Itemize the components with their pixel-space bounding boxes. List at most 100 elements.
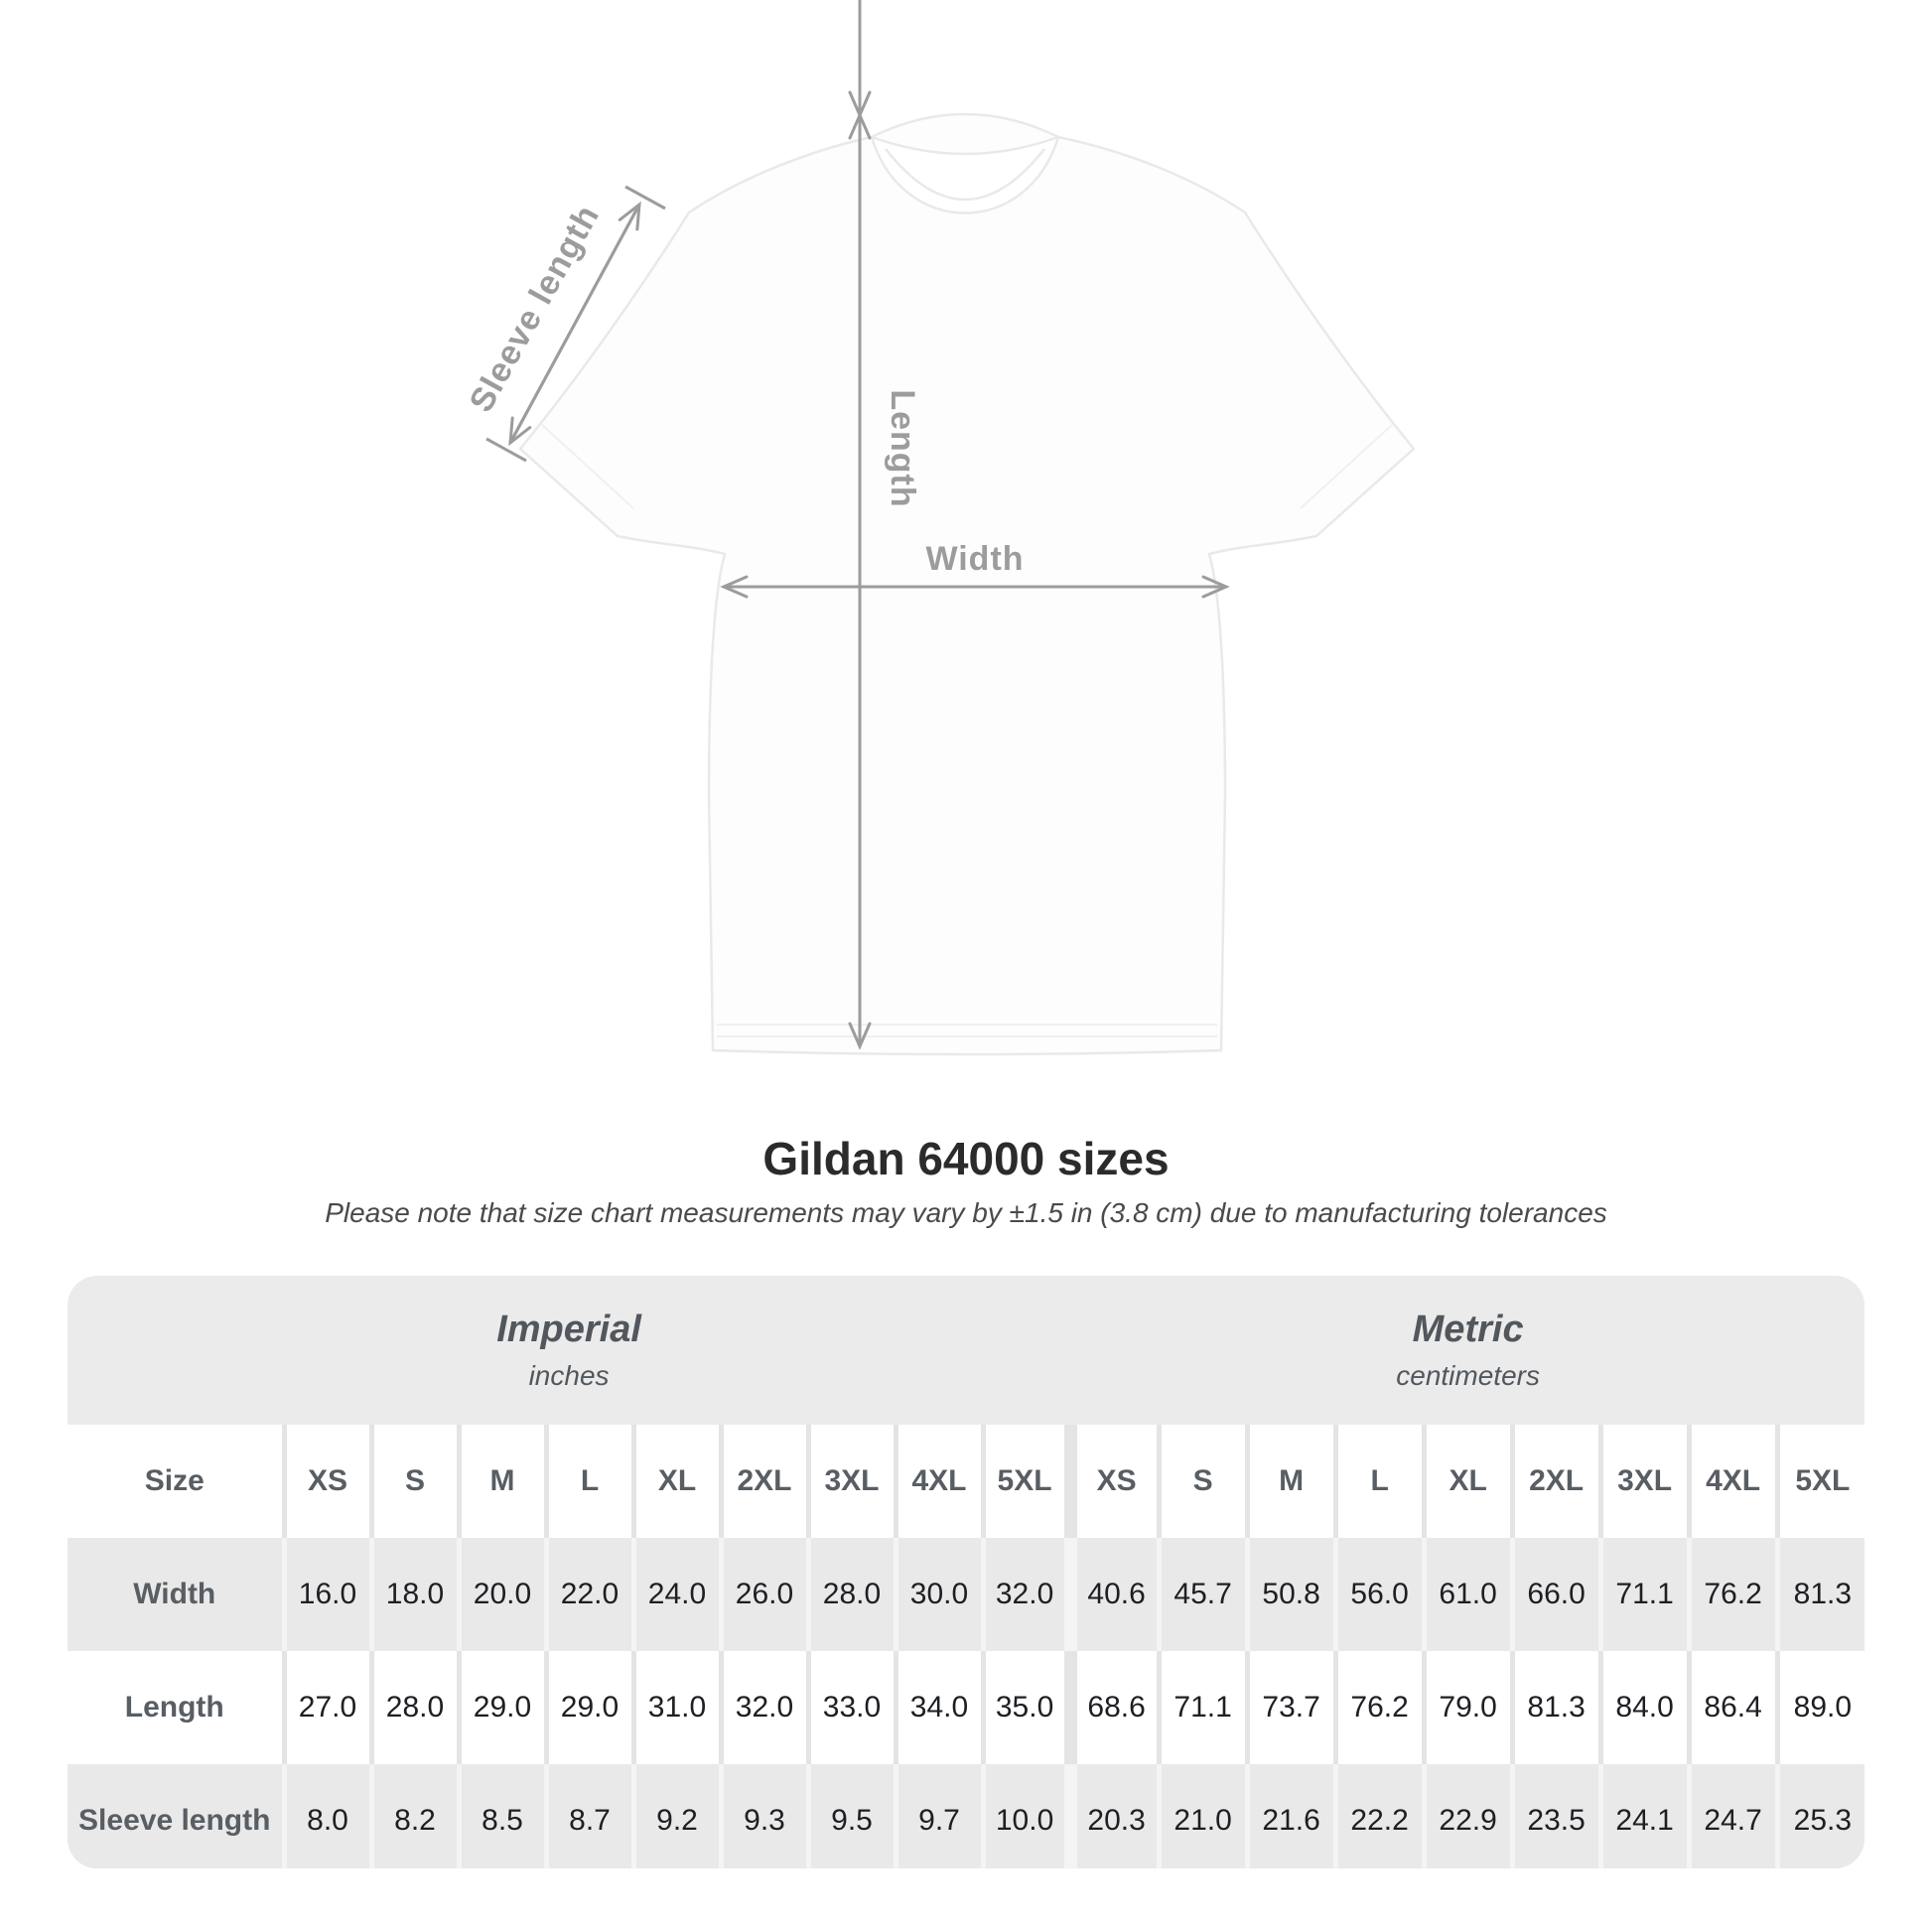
size-header-imperial-xl: XL (630, 1425, 721, 1538)
size-header-metric-s: S (1156, 1425, 1248, 1538)
value-cell: 9.3 (718, 1764, 808, 1868)
value-cell: 29.0 (456, 1651, 546, 1764)
value-cell: 18.0 (368, 1538, 459, 1651)
row-label-length: Length (68, 1651, 284, 1764)
value-cell: 28.0 (805, 1538, 896, 1651)
value-cell: 32.0 (980, 1538, 1071, 1651)
tshirt-measurement-diagram: Width Length Sleeve length (462, 0, 1416, 1056)
size-header-metric-xl: XL (1421, 1425, 1513, 1538)
value-cell: 29.0 (543, 1651, 633, 1764)
sleeve-dimension-tick-bottom (485, 437, 527, 463)
value-cell: 8.2 (368, 1764, 459, 1868)
tolerance-note: Please note that size chart measurements… (325, 1197, 1607, 1228)
sleeve-dimension-tick-top (624, 185, 666, 210)
size-table-panel: Imperial inches Metric centimeters Size XS S M L… (68, 1276, 1864, 1868)
section-header-imperial: Imperial inches (68, 1276, 1070, 1425)
value-cell: 71.1 (1156, 1651, 1248, 1764)
value-cell: 20.3 (1063, 1764, 1160, 1868)
value-cell: 50.8 (1244, 1538, 1336, 1651)
size-header-metric-xs: XS (1063, 1425, 1160, 1538)
size-header-metric-2xl: 2XL (1509, 1425, 1601, 1538)
unit-section-row: Imperial inches Metric centimeters (68, 1276, 1864, 1425)
section-header-metric: Metric centimeters (1070, 1276, 1864, 1425)
length-dimension-label: Length (884, 389, 921, 507)
value-cell: 25.3 (1774, 1764, 1864, 1868)
value-cell: 8.5 (456, 1764, 546, 1868)
row-label-width: Width (68, 1538, 284, 1651)
size-header-metric-4xl: 4XL (1686, 1425, 1778, 1538)
size-header-metric-3xl: 3XL (1597, 1425, 1690, 1538)
size-header-metric-l: L (1332, 1425, 1425, 1538)
value-cell: 23.5 (1509, 1764, 1601, 1868)
size-header-imperial-xs: XS (281, 1425, 371, 1538)
measurement-row-width: Width 16.0 18.0 20.0 22.0 24.0 26.0 28.0 30.0 32.… (68, 1538, 1864, 1651)
size-header-row: Size XS S M L XL 2XL 3XL 4XL 5XL XS S M L XL 2XL 3XL 4XL 5… (68, 1425, 1864, 1538)
tshirt-body (518, 135, 1416, 1056)
value-cell: 22.2 (1332, 1764, 1425, 1868)
value-cell: 9.2 (630, 1764, 721, 1868)
tshirt-illustration (518, 112, 1416, 1056)
measurement-row-sleeve-length: Sleeve length 8.0 8.2 8.5 8.7 9.2 9.3 9.5 9.7 10.… (68, 1764, 1864, 1868)
size-header-metric-m: M (1244, 1425, 1336, 1538)
value-cell: 28.0 (368, 1651, 459, 1764)
value-cell: 81.3 (1774, 1538, 1864, 1651)
tshirt-right-cuff-seam (1300, 423, 1394, 509)
value-cell: 66.0 (1509, 1538, 1601, 1651)
value-cell: 61.0 (1421, 1538, 1513, 1651)
value-cell: 21.6 (1244, 1764, 1336, 1868)
row-label-sleeve-length: Sleeve length (68, 1764, 284, 1868)
width-dimension-label: Width (925, 540, 1024, 578)
value-cell: 33.0 (805, 1651, 896, 1764)
value-cell: 89.0 (1774, 1651, 1864, 1764)
value-cell: 24.7 (1686, 1764, 1778, 1868)
value-cell: 24.1 (1597, 1764, 1690, 1868)
size-header-imperial-4xl: 4XL (893, 1425, 983, 1538)
measurement-row-length: Length 27.0 28.0 29.0 29.0 31.0 32.0 33.0 34.0 35… (68, 1651, 1864, 1764)
size-table: Imperial inches Metric centimeters Size XS S M L… (68, 1276, 1864, 1868)
value-cell: 79.0 (1421, 1651, 1513, 1764)
value-cell: 40.6 (1063, 1538, 1160, 1651)
value-cell: 22.9 (1421, 1764, 1513, 1868)
size-header-imperial-3xl: 3XL (805, 1425, 896, 1538)
value-cell: 8.0 (281, 1764, 371, 1868)
value-cell: 10.0 (980, 1764, 1071, 1868)
tshirt-back-collar (868, 112, 1062, 156)
size-header-imperial-5xl: 5XL (980, 1425, 1071, 1538)
value-cell: 16.0 (281, 1538, 371, 1651)
value-cell: 9.7 (893, 1764, 983, 1868)
value-cell: 45.7 (1156, 1538, 1248, 1651)
value-cell: 34.0 (893, 1651, 983, 1764)
value-cell: 9.5 (805, 1764, 896, 1868)
value-cell: 32.0 (718, 1651, 808, 1764)
section-name: Imperial (496, 1309, 641, 1350)
size-header-imperial-2xl: 2XL (718, 1425, 808, 1538)
page-title: Gildan 64000 sizes (762, 1133, 1170, 1184)
section-unit: centimeters (1396, 1360, 1540, 1391)
value-cell: 73.7 (1244, 1651, 1336, 1764)
value-cell: 31.0 (630, 1651, 721, 1764)
value-cell: 24.0 (630, 1538, 721, 1651)
value-cell: 68.6 (1063, 1651, 1160, 1764)
value-cell: 26.0 (718, 1538, 808, 1651)
value-cell: 20.0 (456, 1538, 546, 1651)
section-name: Metric (1412, 1309, 1524, 1350)
value-cell: 76.2 (1332, 1651, 1425, 1764)
size-header-imperial-l: L (543, 1425, 633, 1538)
tshirt-left-cuff-seam (540, 423, 634, 509)
value-cell: 56.0 (1332, 1538, 1425, 1651)
value-cell: 81.3 (1509, 1651, 1601, 1764)
value-cell: 27.0 (281, 1651, 371, 1764)
size-header-imperial-m: M (456, 1425, 546, 1538)
tshirt-collar-seam (885, 148, 1045, 202)
size-column-header: Size (68, 1425, 284, 1538)
value-cell: 35.0 (980, 1651, 1071, 1764)
value-cell: 22.0 (543, 1538, 633, 1651)
size-header-metric-5xl: 5XL (1774, 1425, 1864, 1538)
value-cell: 76.2 (1686, 1538, 1778, 1651)
sleeve-dimension-line-back (508, 204, 641, 447)
value-cell: 30.0 (893, 1538, 983, 1651)
value-cell: 86.4 (1686, 1651, 1778, 1764)
size-header-imperial-s: S (368, 1425, 459, 1538)
value-cell: 71.1 (1597, 1538, 1690, 1651)
